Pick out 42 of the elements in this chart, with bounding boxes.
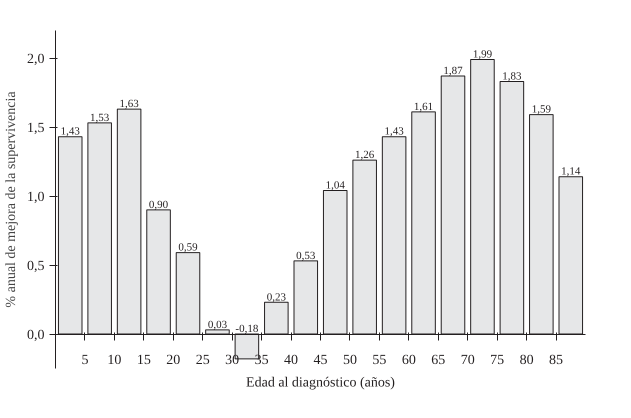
x-tick-label: 60 [402, 353, 416, 368]
x-tick-label: 85 [549, 353, 564, 368]
x-axis-title: Edad al diagnóstico (años) [246, 376, 396, 390]
x-tick-label: 45 [314, 353, 328, 368]
data-label: 1,43 [60, 126, 80, 138]
data-label: 1,04 [326, 180, 346, 192]
x-tick-label: 40 [284, 353, 298, 368]
data-label: 1,59 [532, 104, 552, 116]
y-tick-label: 0,5 [27, 259, 44, 274]
x-tick-label: 55 [372, 353, 386, 368]
data-label: 1,61 [414, 100, 434, 113]
x-tick-label: 65 [431, 353, 446, 368]
data-label: 1,53 [90, 112, 110, 124]
data-label: 0,59 [178, 242, 198, 254]
x-tick-label: 10 [107, 353, 122, 368]
x-tick-label: 70 [460, 353, 475, 368]
x-tick-label: 30 [225, 353, 240, 368]
x-tick-label: 75 [490, 353, 504, 368]
data-label: 1,63 [119, 98, 140, 110]
x-tick-label: 25 [196, 353, 210, 368]
x-tick-label: 50 [342, 353, 357, 368]
x-tick-label: 15 [136, 353, 151, 368]
x-tick-label: 35 [254, 353, 269, 368]
data-label: 0,53 [296, 250, 316, 262]
x-tick-label: 80 [520, 353, 534, 368]
data-label: 1,99 [472, 48, 493, 60]
y-tick-label: 0,0 [27, 328, 44, 344]
x-tick-label: 5 [81, 353, 88, 368]
data-label: 0,23 [266, 291, 286, 304]
y-tick-label: 1,0 [27, 190, 44, 206]
y-tick-label: 2,0 [27, 52, 44, 68]
data-label: 1,14 [561, 166, 581, 178]
data-label: 1,87 [443, 65, 464, 78]
data-label: 1,26 [355, 149, 375, 162]
data-label: 1,43 [384, 126, 404, 138]
y-axis-title: % anual de mejora de la supervivencia [4, 90, 19, 308]
data-label: -0,18 [235, 323, 259, 336]
data-label: 1,83 [502, 70, 522, 83]
data-label: 0,90 [148, 198, 169, 211]
y-tick-label: 1,5 [27, 121, 44, 136]
data-label: 0,03 [208, 318, 228, 331]
x-tick-label: 20 [166, 353, 180, 368]
